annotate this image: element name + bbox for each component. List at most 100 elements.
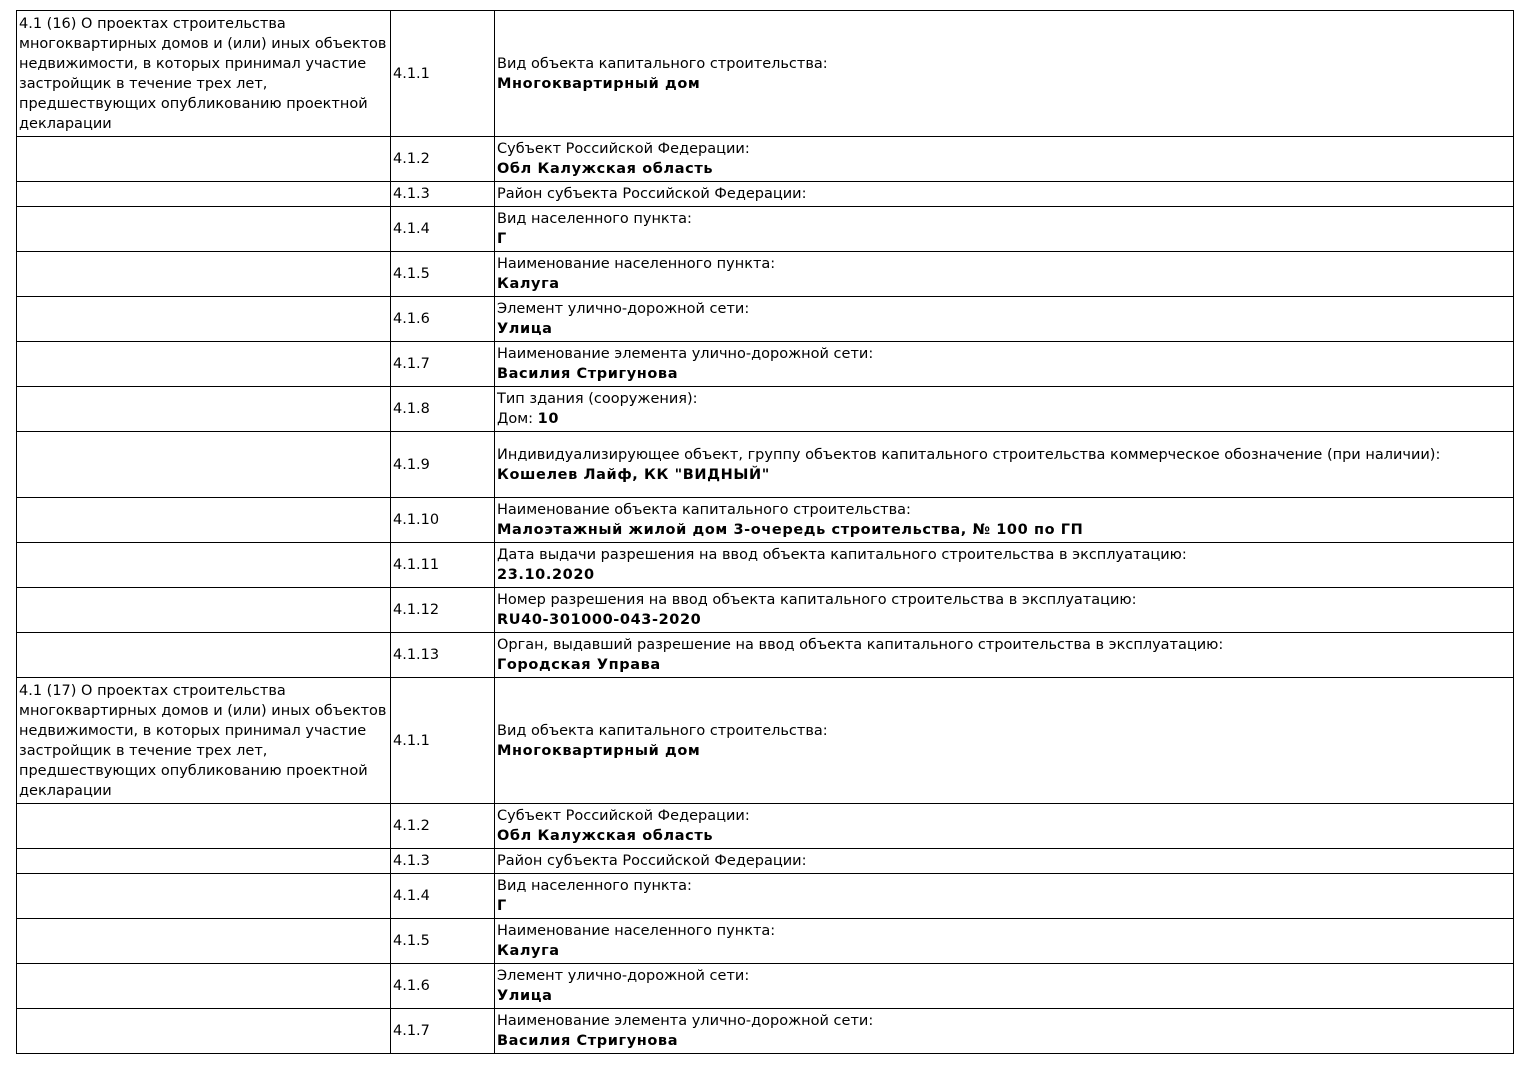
item-number-cell: 4.1.7 [390, 341, 495, 387]
item-value: Многоквартирный дом [497, 75, 701, 92]
item-value-line: RU40-301000-043-2020 [497, 610, 1511, 630]
table-row: 4.1.7 Наименование элемента улично-дорожн… [16, 1008, 1514, 1054]
item-number-cell: 4.1.1 [390, 677, 495, 804]
item-label: Наименование элемента улично-дорожной се… [497, 1013, 874, 1029]
item-number: 4.1.2 [393, 151, 430, 167]
item-content-cell: Район субъекта Российской Федерации: [494, 181, 1514, 207]
table-row: 4.1.4 Вид населенного пункта: Г [16, 873, 1514, 919]
section-title-cell [16, 341, 391, 387]
item-value: Улица [497, 988, 553, 1004]
table-row: 4.1.6 Элемент улично-дорожной сети: Улица [16, 296, 1514, 342]
item-label: Субъект Российской Федерации: [497, 141, 750, 157]
item-value: Г [497, 898, 507, 914]
section-title: 4.1 (17) О проектах строительства многок… [19, 683, 387, 799]
item-number: 4.1.8 [393, 401, 430, 417]
item-number: 4.1.6 [393, 978, 430, 994]
section-title-cell: 4.1 (16) О проектах строительства многок… [16, 10, 391, 137]
item-value: Василия Стригунова [497, 1033, 679, 1049]
item-content-cell: Вид объекта капитального строительства: М… [494, 10, 1514, 137]
section-title-cell [16, 963, 391, 1009]
section-title-cell [16, 497, 391, 543]
item-number: 4.1.4 [393, 221, 430, 237]
table-row: 4.1.3 Район субъекта Российской Федерации… [16, 848, 1514, 874]
section-title-cell [16, 803, 391, 849]
item-number-cell: 4.1.3 [390, 181, 495, 207]
item-number-cell: 4.1.2 [390, 136, 495, 182]
section-title-cell [16, 873, 391, 919]
item-number-cell: 4.1.13 [390, 632, 495, 678]
item-value-line: Кошелев Лайф, КК "ВИДНЫЙ" [497, 465, 1511, 485]
section-title-cell [16, 386, 391, 432]
item-value: Обл Калужская область [497, 161, 714, 177]
item-label: Район субъекта Российской Федерации: [497, 186, 807, 202]
item-value: Многоквартирный дом [497, 742, 701, 759]
section-title-cell [16, 918, 391, 964]
item-value: 23.10.2020 [497, 567, 595, 583]
item-label: Индивидуализирующее объект, группу объек… [497, 446, 1441, 463]
item-number: 4.1.7 [393, 356, 430, 372]
item-number-cell: 4.1.5 [390, 251, 495, 297]
item-value-line: Г [497, 896, 1511, 916]
table-row: 4.1.6 Элемент улично-дорожной сети: Улица [16, 963, 1514, 1009]
table-row: 4.1.8 Тип здания (сооружения): Дом: 10 [16, 386, 1514, 432]
item-number-cell: 4.1.6 [390, 963, 495, 1009]
item-content-cell: Индивидуализирующее объект, группу объек… [494, 431, 1514, 498]
section-title-cell [16, 587, 391, 633]
section-title-cell [16, 181, 391, 207]
table-row: 4.1 (16) О проектах строительства многок… [16, 10, 1514, 137]
item-value: Обл Калужская область [497, 828, 714, 844]
item-content-cell: Номер разрешения на ввод объекта капитал… [494, 587, 1514, 633]
item-content-cell: Наименование объекта капитального строит… [494, 497, 1514, 543]
item-number: 4.1.10 [393, 512, 440, 528]
section-title-cell [16, 1008, 391, 1054]
item-content-cell: Наименование населенного пункта: Калуга [494, 251, 1514, 297]
item-number-cell: 4.1.9 [390, 431, 495, 498]
item-number: 4.1.1 [393, 732, 430, 749]
item-label: Наименование объекта капитального строит… [497, 502, 911, 518]
item-value-line: Улица [497, 319, 1511, 339]
item-label: Субъект Российской Федерации: [497, 808, 750, 824]
item-value-line: Калуга [497, 941, 1511, 961]
item-label: Район субъекта Российской Федерации: [497, 853, 807, 869]
item-value-line: Многоквартирный дом [497, 741, 1511, 761]
item-number: 4.1.4 [393, 888, 430, 904]
item-number: 4.1.1 [393, 65, 430, 82]
item-value: RU40-301000-043-2020 [497, 612, 702, 628]
item-content-cell: Вид населенного пункта: Г [494, 873, 1514, 919]
item-label: Дата выдачи разрешения на ввод объекта к… [497, 547, 1187, 563]
table-row: 4.1.5 Наименование населенного пункта: Кал… [16, 251, 1514, 297]
item-number: 4.1.5 [393, 266, 430, 282]
section-title: 4.1 (16) О проектах строительства многок… [19, 16, 387, 132]
item-value-line: Улица [497, 986, 1511, 1006]
item-number: 4.1.13 [393, 647, 440, 663]
section-title-cell [16, 542, 391, 588]
item-value: Улица [497, 321, 553, 337]
item-value: Малоэтажный жилой дом 3-очередь строител… [497, 522, 1084, 538]
item-content-cell: Орган, выдавший разрешение на ввод объек… [494, 632, 1514, 678]
item-value-line: Городская Управа [497, 655, 1511, 675]
section-title-cell [16, 296, 391, 342]
item-content-cell: Элемент улично-дорожной сети: Улица [494, 963, 1514, 1009]
item-value-line: Дом: 10 [497, 409, 1511, 429]
item-value-prefix: Дом: [497, 411, 538, 427]
table-row: 4.1.2 Субъект Российской Федерации: Обл Ка… [16, 803, 1514, 849]
item-content-cell: Дата выдачи разрешения на ввод объекта к… [494, 542, 1514, 588]
item-number: 4.1.12 [393, 602, 440, 618]
section-title-cell: 4.1 (17) О проектах строительства многок… [16, 677, 391, 804]
item-content-cell: Вид объекта капитального строительства: М… [494, 677, 1514, 804]
table-row: 4.1.3 Район субъекта Российской Федерации… [16, 181, 1514, 207]
item-number-cell: 4.1.10 [390, 497, 495, 543]
item-content-cell: Наименование элемента улично-дорожной се… [494, 341, 1514, 387]
declaration-table: 4.1 (16) О проектах строительства многок… [16, 10, 1514, 1054]
item-label: Наименование населенного пункта: [497, 923, 776, 939]
item-content-cell: Район субъекта Российской Федерации: [494, 848, 1514, 874]
item-number-cell: 4.1.4 [390, 206, 495, 252]
item-number: 4.1.3 [393, 853, 430, 869]
item-label: Элемент улично-дорожной сети: [497, 968, 750, 984]
item-label: Вид населенного пункта: [497, 211, 692, 227]
item-number: 4.1.9 [393, 456, 430, 473]
item-number: 4.1.2 [393, 818, 430, 834]
item-value-line: Обл Калужская область [497, 826, 1511, 846]
item-value-line: Г [497, 229, 1511, 249]
item-number: 4.1.7 [393, 1023, 430, 1039]
